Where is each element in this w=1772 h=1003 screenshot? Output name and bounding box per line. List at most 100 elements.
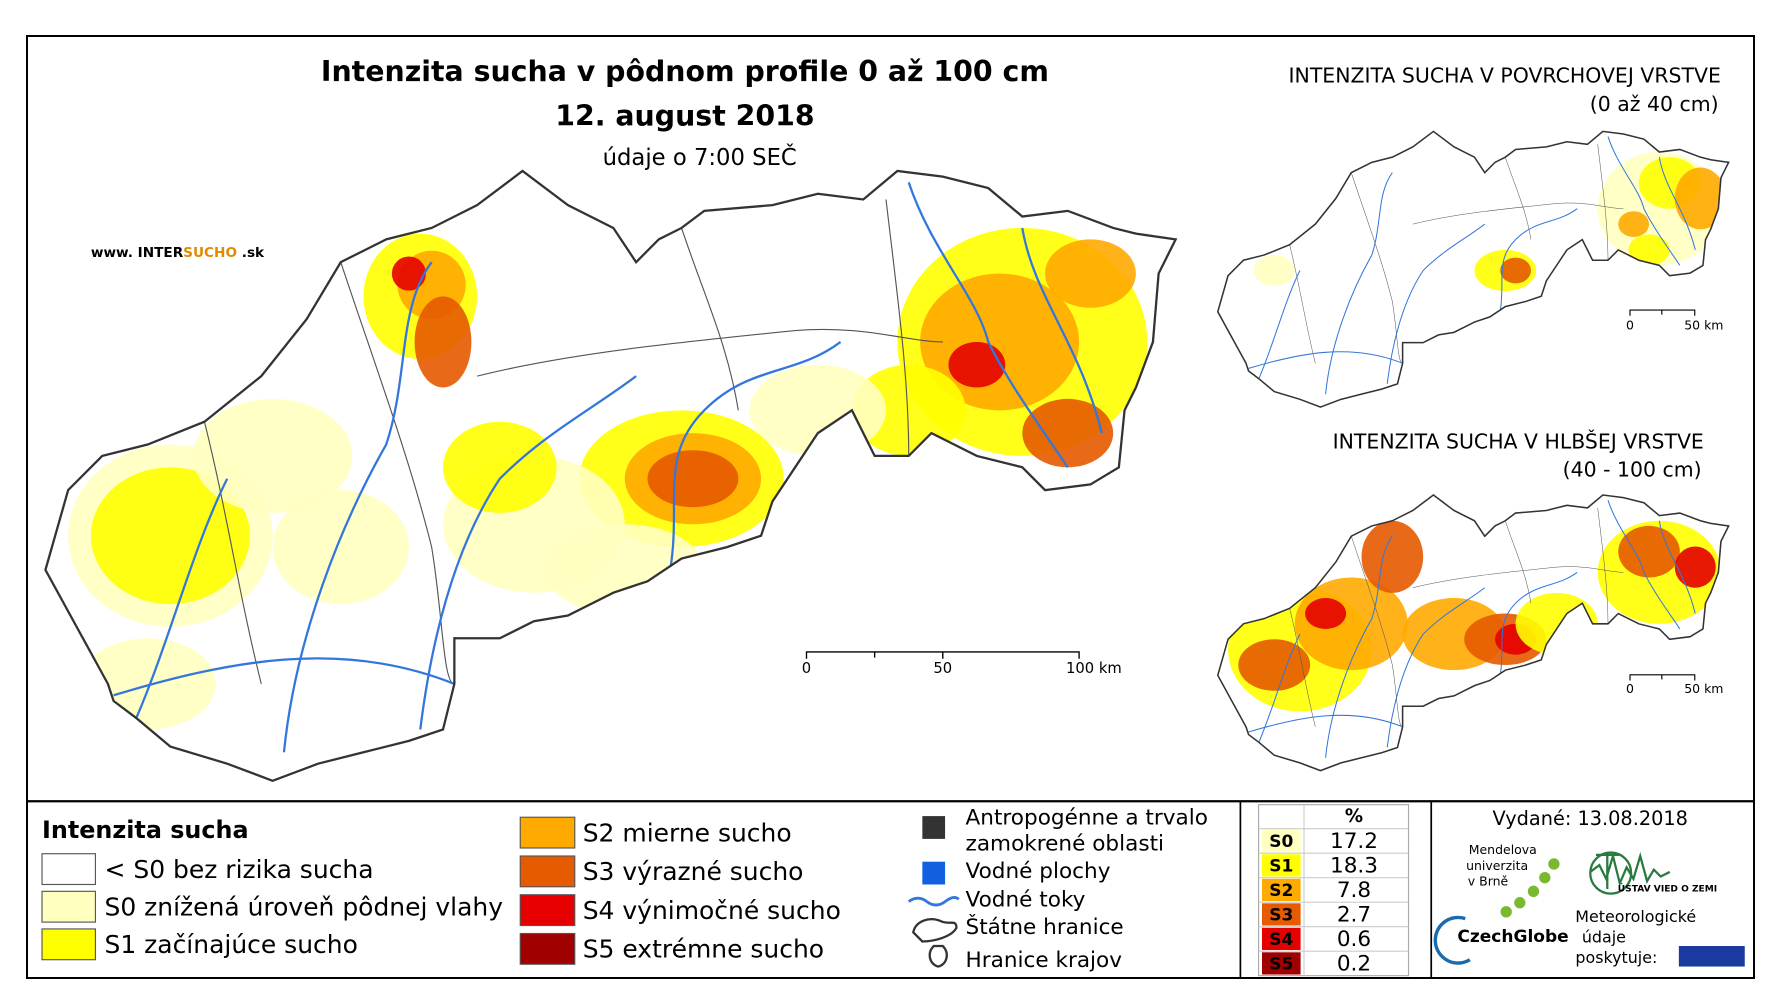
drought-area — [545, 524, 705, 616]
surface-map — [1217, 130, 1730, 408]
layer-label: Vodné toky — [966, 887, 1086, 912]
class-label: S5 — [1269, 955, 1293, 975]
issued: Vydané: 13.08.2018 — [1493, 807, 1688, 830]
class-label: S1 — [1269, 857, 1293, 877]
legend-swatch — [519, 855, 576, 888]
class-cell — [1261, 829, 1301, 853]
logo-text: CzechGlobe — [1457, 927, 1568, 947]
website-part: SUCHO — [183, 245, 237, 261]
percent: 0.6 — [1337, 927, 1371, 952]
drought-area — [1361, 520, 1424, 593]
legend-swatch — [41, 928, 96, 961]
logo-shmu — [1678, 946, 1745, 967]
logo-text: univerzita — [1466, 858, 1528, 873]
legend-swatch — [519, 932, 576, 965]
scale-label: 0 — [1626, 681, 1634, 696]
legend-title: Intenzita sucha — [42, 816, 249, 844]
deep-map — [1217, 494, 1730, 772]
website-part: www. INTER — [91, 245, 184, 261]
legend-swatch — [519, 816, 576, 849]
website: www. INTERSUCHO .sk — [91, 245, 265, 261]
scale-label: 50 km — [1684, 317, 1723, 332]
drought-area — [1500, 257, 1531, 284]
drought-area — [1305, 598, 1347, 629]
drought-area — [1618, 211, 1650, 238]
layer-label: zamokrené oblasti — [966, 832, 1165, 857]
legend-label: S4 výnimočné sucho — [583, 896, 841, 925]
icon-river — [907, 896, 960, 907]
drought-area — [391, 256, 426, 291]
layer-label: Vodné plochy — [966, 859, 1111, 884]
drought-area — [647, 450, 739, 508]
icon-water — [922, 861, 946, 885]
scale-label: 50 km — [1684, 681, 1723, 696]
drought-area — [1515, 592, 1598, 655]
drought-areas — [1248, 136, 1727, 395]
legend-label: S1 začínajúce sucho — [105, 930, 358, 959]
stats-table: % S0 17.2 S1 18.3 S2 7.8 S3 2.7 S4 0.6 S5 0.2 — [1258, 804, 1410, 977]
map-title: Intenzita sucha v pôdnom profile 0 až 10… — [321, 55, 1049, 88]
class-cell — [1261, 878, 1301, 902]
logo-uvz: ÚSTAV VIED O ZEMI — [1589, 851, 1717, 895]
logo-czechglobe: CzechGlobe — [1433, 915, 1569, 965]
scale-bar — [805, 651, 1080, 659]
legend-label: S5 extrémne sucho — [583, 935, 824, 964]
percent: 7.8 — [1337, 878, 1371, 903]
class-cell — [1261, 927, 1301, 951]
frame — [26, 35, 1755, 979]
logo-text: Mendelova — [1469, 842, 1537, 857]
logo-text: v Brně — [1468, 874, 1509, 889]
website-part: .sk — [237, 245, 265, 261]
drought-area — [443, 421, 557, 513]
drought-area — [1674, 546, 1716, 588]
drought-areas — [68, 181, 1148, 754]
main-map — [44, 169, 1177, 782]
legend-label: S2 mierne sucho — [583, 818, 792, 847]
legend: < S0 bez rizika sucha S0 znížená úroveň p… — [41, 816, 841, 965]
drought-area — [272, 490, 409, 605]
scale-bar — [1629, 674, 1696, 681]
layer-icons — [907, 816, 960, 968]
icon-region — [928, 944, 948, 968]
inset-subtitle: (0 až 40 cm) — [1590, 92, 1719, 116]
logo-text: poskytuje: — [1575, 948, 1657, 967]
class-cell — [1261, 903, 1301, 926]
logo-text: ÚSTAV VIED O ZEMI — [1618, 883, 1717, 895]
logo-text: údaje — [1582, 928, 1626, 947]
drought-area — [1674, 167, 1727, 230]
inset-subtitle: (40 - 100 cm) — [1563, 458, 1702, 482]
class-label: S3 — [1269, 906, 1293, 926]
drought-area — [749, 364, 887, 456]
logo-mendel: Mendelova univerzita v Brně — [1466, 842, 1560, 918]
class-label: S4 — [1269, 930, 1293, 950]
layer-label: Štátne hranice — [966, 914, 1124, 940]
scale-label: 0 — [1626, 317, 1634, 332]
layer-label: Hranice krajov — [966, 948, 1123, 973]
map-note: údaje o 7:00 SEČ — [603, 143, 797, 171]
percent: 2.7 — [1337, 903, 1371, 928]
inset-title: INTENZITA SUCHA V HLBŠEJ VRSTVE — [1333, 428, 1704, 453]
drought-area — [79, 638, 216, 730]
legend-swatch — [519, 894, 576, 927]
drought-area — [1618, 525, 1680, 578]
layer-label: Antropogénne a trvalo — [966, 805, 1208, 830]
legend-label: < S0 bez rizika sucha — [105, 855, 374, 884]
percent: 18.3 — [1330, 854, 1378, 879]
percent: 17.2 — [1330, 829, 1378, 854]
scale-label: 100 km — [1066, 660, 1122, 677]
drought-area — [948, 341, 1006, 388]
class-label: S0 — [1269, 832, 1293, 852]
class-label: S2 — [1269, 881, 1293, 901]
drought-area — [90, 467, 250, 605]
legend-swatch — [41, 853, 96, 886]
scale-label: 50 — [933, 660, 952, 677]
map-date: 12. august 2018 — [555, 99, 814, 132]
logo-text: Meteorologické — [1575, 907, 1696, 926]
scale-bar — [1629, 309, 1696, 316]
legend-label: S0 znížená úroveň pôdnej vlahy — [105, 892, 504, 921]
drought-area — [1253, 255, 1295, 286]
table-header: % — [1345, 806, 1363, 827]
class-cell — [1261, 952, 1301, 975]
